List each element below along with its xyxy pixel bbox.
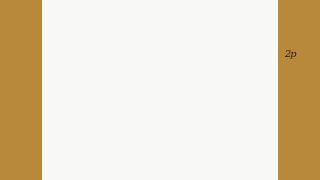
Text: 2p: 2p <box>68 48 81 57</box>
FancyBboxPatch shape <box>164 70 263 167</box>
Text: $\sigma_{2s}^{*}$: $\sigma_{2s}^{*}$ <box>174 68 188 82</box>
Text: 2-: 2- <box>240 23 248 29</box>
Text: 2p: 2p <box>284 50 297 59</box>
FancyBboxPatch shape <box>203 62 219 109</box>
Text: O: O <box>102 143 112 156</box>
Text: $\mathbf{O}$: $\mathbf{O}$ <box>230 27 241 39</box>
Text: $\sigma_{1s}^{*}$: $\sigma_{1s}^{*}$ <box>174 105 188 120</box>
Text: $\sigma_{1s}^{*}$: $\sigma_{1s}^{*}$ <box>174 105 188 120</box>
Text: 1s: 1s <box>70 113 81 122</box>
Text: $\sigma_{1s}$: $\sigma_{1s}$ <box>174 120 188 130</box>
Text: 2s: 2s <box>70 82 81 91</box>
Text: $\sigma_{1s}$: $\sigma_{1s}$ <box>174 120 188 130</box>
Text: Molecular Orbital Diagram for: Molecular Orbital Diagram for <box>100 30 222 39</box>
FancyBboxPatch shape <box>75 59 104 102</box>
Text: $\sigma_{2s}$: $\sigma_{2s}$ <box>174 82 188 93</box>
Text: $\sigma_{2s}^{*}$: $\sigma_{2s}^{*}$ <box>174 68 188 82</box>
FancyBboxPatch shape <box>62 77 149 167</box>
Text: $\sigma_{2s}$: $\sigma_{2s}$ <box>174 82 188 93</box>
Text: 2: 2 <box>237 35 243 44</box>
